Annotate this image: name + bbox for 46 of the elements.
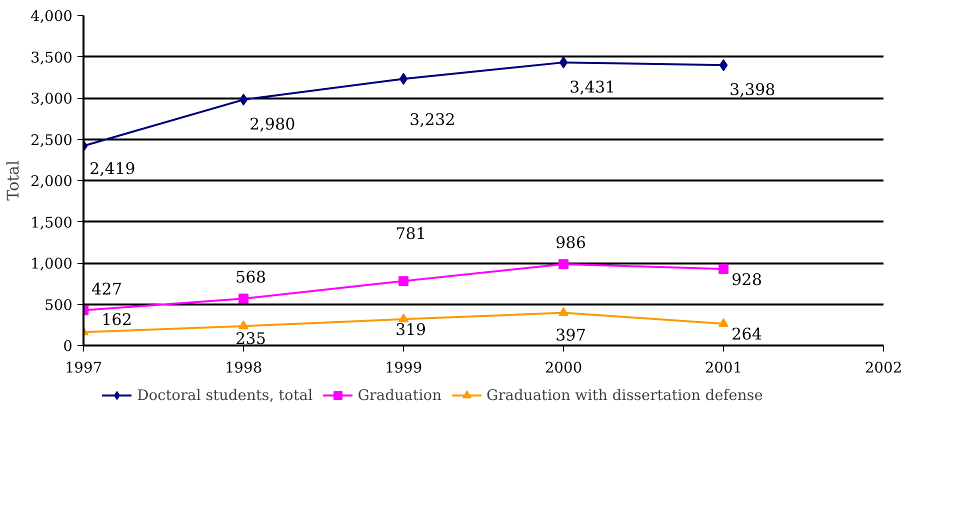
point [398, 313, 408, 322]
y-tick-label: 2,000 [30, 173, 73, 190]
y-tick-label: 1,500 [30, 214, 73, 232]
y-tick-label: 0 [63, 338, 73, 355]
point [238, 294, 248, 304]
data-label: 2,419 [90, 158, 136, 178]
y-axis-title: Total [4, 160, 23, 201]
data-label: 781 [396, 224, 426, 244]
point [718, 264, 728, 274]
point [239, 94, 248, 106]
point [559, 56, 568, 68]
x-tick-label: 2002 [864, 360, 902, 376]
y-tick-label: 3,000 [30, 90, 73, 108]
x-tick-label: 1997 [64, 360, 102, 376]
data-label: 397 [556, 326, 586, 345]
point [399, 72, 408, 85]
x-tick-label: 1998 [224, 360, 262, 376]
data-label: 986 [556, 233, 586, 252]
point [719, 59, 728, 72]
data-label: 235 [236, 329, 266, 348]
data-label: 3,431 [570, 77, 616, 96]
legend-label: Graduation with dissertation defense [486, 386, 763, 404]
data-label: 2,980 [250, 114, 296, 134]
y-tick-label: 1,000 [30, 256, 73, 272]
legend-label: Graduation [358, 386, 442, 404]
data-label: 427 [92, 279, 122, 298]
point [398, 276, 408, 286]
point [558, 259, 568, 270]
y-tick-label: 3,500 [30, 49, 73, 66]
point [558, 307, 568, 316]
x-tick-label: 2001 [704, 360, 742, 376]
y-tick-label: 4,000 [30, 8, 73, 25]
y-tick-label: 500 [44, 296, 73, 314]
y-tick-label: 2,500 [30, 132, 73, 149]
data-label: 928 [732, 270, 762, 289]
point [718, 318, 728, 327]
point [238, 320, 248, 330]
legend-label: Doctoral students, total [136, 386, 313, 404]
data-label: 264 [732, 324, 762, 344]
x-tick-label: 2000 [544, 360, 582, 376]
data-label: 319 [396, 320, 426, 340]
data-label: 3,398 [730, 80, 776, 100]
data-label: 568 [236, 268, 266, 287]
x-tick-label: 1999 [384, 360, 422, 376]
data-label: 3,232 [410, 110, 456, 129]
data-label: 162 [102, 310, 132, 330]
